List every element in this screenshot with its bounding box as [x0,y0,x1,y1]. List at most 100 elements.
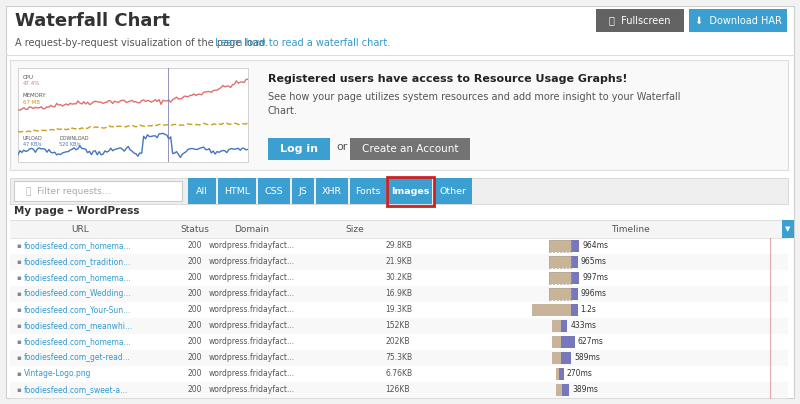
Bar [571,288,578,300]
Text: 200: 200 [188,370,202,379]
Bar [549,256,571,268]
Text: 965ms: 965ms [581,257,606,267]
Bar [553,336,561,348]
Text: Vintage-Logo.png: Vintage-Logo.png [24,370,91,379]
Bar [596,9,684,32]
Text: 21.9KB: 21.9KB [385,257,412,267]
Text: wordpress.fridayfact...: wordpress.fridayfact... [209,385,295,394]
Bar [549,288,571,300]
Text: ▪: ▪ [16,275,21,281]
Text: 200: 200 [188,242,202,250]
Text: 75.3KB: 75.3KB [385,354,412,362]
Bar [316,178,348,204]
Bar [10,318,788,334]
Text: A request-by-request visualization of the page load.: A request-by-request visualization of th… [15,38,268,48]
Text: 16.9KB: 16.9KB [385,290,412,299]
Text: 200: 200 [188,337,202,347]
Text: or: or [336,142,347,152]
Bar [571,304,578,316]
Bar [561,352,571,364]
Text: Fonts: Fonts [355,187,381,196]
Text: ▪: ▪ [16,307,21,313]
Bar [559,368,563,380]
Text: 152KB: 152KB [385,322,410,330]
Bar [553,320,561,332]
Text: 200: 200 [188,305,202,314]
Bar [549,240,571,252]
Text: Registered users have access to Resource Usage Graphs!: Registered users have access to Resource… [268,74,627,84]
Text: foodiesfeed.com_sweet-a...: foodiesfeed.com_sweet-a... [24,385,128,394]
Bar [782,220,794,238]
Bar [10,178,788,204]
Text: foodiesfeed.com_homema...: foodiesfeed.com_homema... [24,242,132,250]
Text: 589ms: 589ms [574,354,600,362]
Text: JS: JS [298,187,307,196]
Text: 67 MB: 67 MB [22,100,40,105]
Text: 29.8KB: 29.8KB [385,242,412,250]
Bar [10,302,788,318]
Bar [268,138,330,160]
Text: ▪: ▪ [16,243,21,249]
Text: 19.3KB: 19.3KB [385,305,412,314]
Text: XHR: XHR [322,187,342,196]
Text: 627ms: 627ms [578,337,604,347]
Bar [562,384,569,396]
Bar [549,272,571,284]
Text: wordpress.fridayfact...: wordpress.fridayfact... [209,337,295,347]
Text: Log in: Log in [280,144,318,154]
Text: foodiesfeed.com_meanwhi...: foodiesfeed.com_meanwhi... [24,322,133,330]
Bar [292,178,314,204]
Text: Create an Account: Create an Account [362,144,458,154]
Text: ▪: ▪ [16,323,21,329]
Bar [14,181,182,201]
Bar [556,368,559,380]
Bar [571,240,579,252]
Text: ⬇  Download HAR: ⬇ Download HAR [694,15,782,25]
Text: Status: Status [181,225,210,234]
Text: DOWNLOAD: DOWNLOAD [59,136,89,141]
Text: 520 KB/s: 520 KB/s [59,141,81,146]
Text: wordpress.fridayfact...: wordpress.fridayfact... [209,370,295,379]
Bar [549,240,571,252]
Bar [18,68,248,162]
Text: UPLOAD: UPLOAD [22,136,42,141]
Text: My page – WordPress: My page – WordPress [14,206,139,216]
Bar [689,9,787,32]
Bar [388,178,432,204]
Text: 6.76KB: 6.76KB [385,370,412,379]
Text: 200: 200 [188,290,202,299]
Bar [10,286,788,302]
Bar [434,178,472,204]
Text: 1.2s: 1.2s [581,305,597,314]
Bar [10,238,788,254]
Bar [10,350,788,366]
Text: foodiesfeed.com_Your-Sun...: foodiesfeed.com_Your-Sun... [24,305,131,314]
Text: ▼: ▼ [786,226,790,232]
Text: foodiesfeed.com_tradition...: foodiesfeed.com_tradition... [24,257,131,267]
Text: URL: URL [71,225,89,234]
Text: ▪: ▪ [16,259,21,265]
Text: Other: Other [439,187,466,196]
Text: CPU: CPU [22,75,34,80]
Bar [10,270,788,286]
Text: HTML: HTML [224,187,250,196]
Text: wordpress.fridayfact...: wordpress.fridayfact... [209,305,295,314]
Text: 126KB: 126KB [385,385,410,394]
Text: 47 KB/s: 47 KB/s [22,141,41,146]
Bar [10,220,788,238]
Bar [549,288,571,300]
Text: wordpress.fridayfact...: wordpress.fridayfact... [209,354,295,362]
Text: ▪: ▪ [16,339,21,345]
Text: ⛶  Fullscreen: ⛶ Fullscreen [610,15,670,25]
Bar [549,272,571,284]
Text: 964ms: 964ms [582,242,608,250]
Text: foodiesfeed.com_homema...: foodiesfeed.com_homema... [24,274,132,282]
Text: foodiesfeed.com_get-read...: foodiesfeed.com_get-read... [24,354,131,362]
Text: 200: 200 [188,385,202,394]
Text: 30.2KB: 30.2KB [385,274,412,282]
Text: 389ms: 389ms [572,385,598,394]
Text: Size: Size [346,225,364,234]
Bar [553,352,561,364]
Text: Domain: Domain [234,225,270,234]
Text: 200: 200 [188,354,202,362]
